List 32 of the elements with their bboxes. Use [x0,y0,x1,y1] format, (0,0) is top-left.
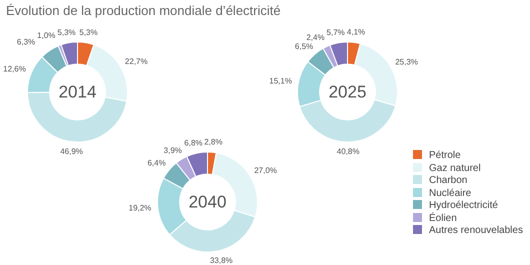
data-label: 2,4% [306,32,325,42]
data-label: 12,6% [3,64,26,74]
data-label: 4,1% [346,28,366,37]
data-label: 6,4% [147,158,166,168]
data-label: 6,8% [184,138,203,148]
legend-label: Gaz naturel [428,162,482,175]
legend-label: Autres renouvelables [428,225,523,238]
data-label: 25,3% [395,58,418,67]
data-label: 6,5% [294,42,314,51]
data-label: 1,0% [37,31,56,40]
text: 2014 [58,82,96,102]
data-label: 2,8% [204,137,222,146]
data-label: 27,0% [254,166,277,176]
data-label: 5,3% [57,28,76,38]
text: 2040 [188,192,226,212]
data-label: 22,7% [124,57,148,66]
data-label: 6,3% [16,37,36,46]
legend-label: Nucléaire [428,188,472,200]
data-label: 33,8% [210,256,233,265]
data-label: 46,9% [60,146,83,156]
legend-label: Pétrole [428,150,462,162]
data-label: 5,7% [326,28,345,38]
legend-label: Hydroélectricité [428,200,499,212]
text: 2025 [328,82,366,102]
legend-label: Charbon [428,175,468,188]
data-label: 15,1% [269,76,292,86]
data-label: 40,8% [336,147,360,156]
data-label: 19,2% [128,204,152,213]
chart-title: Évolution de la production mondiale d’électricité [6,3,281,18]
data-label: 5,3% [79,28,98,38]
legend-label: Éolien [428,212,458,225]
data-label: 3,9% [164,146,182,156]
